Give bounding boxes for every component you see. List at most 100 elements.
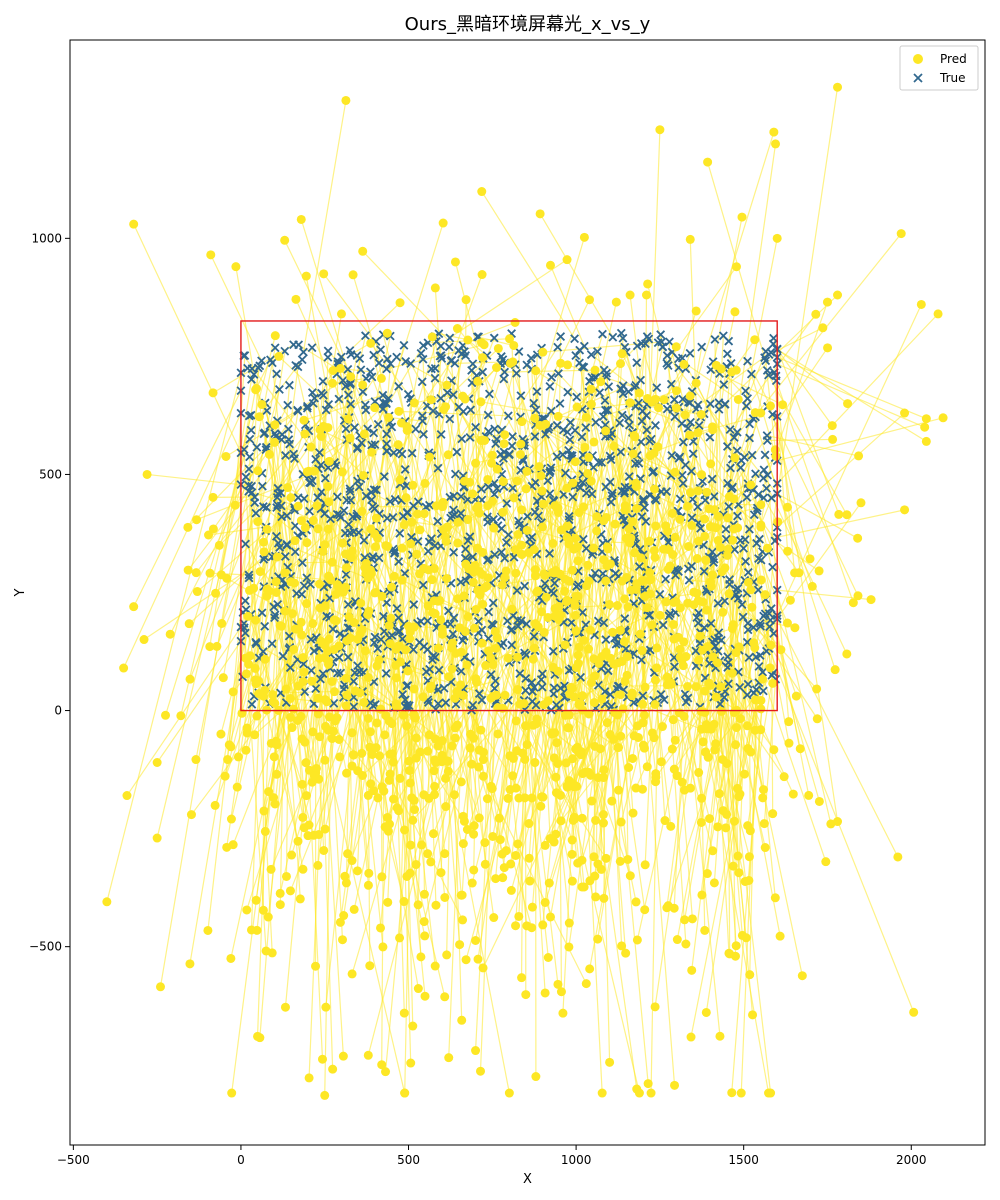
pred-point — [251, 679, 261, 689]
true-point — [521, 650, 531, 660]
pred-point — [701, 605, 711, 615]
pred-point — [363, 790, 373, 800]
pred-point — [706, 577, 716, 587]
pred-point — [440, 992, 450, 1002]
pred-point — [592, 526, 602, 536]
pred-point — [630, 548, 640, 558]
pred-point — [530, 619, 540, 629]
true-point — [581, 423, 591, 432]
pred-point — [677, 777, 687, 787]
link-line — [639, 549, 681, 650]
pred-point — [551, 829, 561, 839]
pred-point — [433, 643, 443, 653]
true-point — [378, 611, 388, 621]
true-point — [448, 390, 458, 400]
pred-point — [478, 771, 488, 781]
pred-point — [299, 667, 309, 677]
pred-point — [347, 728, 357, 738]
pred-point — [670, 532, 680, 542]
true-point — [598, 412, 608, 422]
pred-point — [646, 1088, 656, 1098]
pred-point — [585, 876, 595, 886]
pred-point — [407, 793, 417, 803]
pred-point — [745, 970, 755, 980]
pred-point — [254, 689, 264, 699]
true-point — [678, 437, 688, 447]
pred-point — [364, 606, 374, 616]
link-line — [768, 648, 915, 1013]
pred-point — [920, 422, 930, 432]
true-point — [484, 426, 493, 436]
true-point — [759, 465, 769, 475]
pred-point — [386, 613, 396, 623]
true-point — [433, 516, 443, 526]
pred-point — [564, 942, 574, 952]
true-point — [476, 484, 486, 494]
pred-point — [684, 541, 694, 551]
pred-point — [823, 343, 833, 353]
true-point — [477, 695, 487, 705]
pred-point — [511, 568, 521, 578]
true-point — [352, 351, 362, 360]
true-point — [409, 600, 419, 610]
pred-point — [563, 360, 573, 370]
pred-point — [480, 838, 490, 848]
link-line — [563, 301, 617, 539]
true-point — [382, 354, 392, 364]
true-point — [655, 589, 665, 599]
pred-point — [322, 697, 332, 707]
true-point — [556, 332, 566, 342]
pred-point — [591, 815, 601, 825]
pred-point — [634, 388, 644, 398]
pred-point — [384, 412, 394, 422]
pred-point — [729, 708, 739, 718]
true-point — [678, 394, 688, 404]
pred-point — [293, 715, 303, 725]
true-point — [280, 552, 290, 561]
true-point — [590, 568, 600, 578]
true-point — [270, 343, 280, 353]
true-point — [349, 676, 359, 686]
true-point — [267, 639, 277, 649]
pred-point — [317, 1054, 327, 1064]
true-point — [515, 669, 525, 678]
pred-point — [142, 469, 152, 479]
pred-point — [556, 816, 566, 826]
pred-point — [348, 270, 358, 280]
pred-point — [474, 813, 484, 823]
true-point — [661, 574, 671, 584]
true-point — [768, 410, 777, 419]
true-point — [616, 328, 626, 338]
true-point — [378, 390, 388, 400]
true-point — [392, 352, 402, 362]
pred-point — [795, 744, 805, 754]
true-point — [619, 515, 629, 525]
pred-point — [681, 939, 691, 949]
pred-point — [444, 672, 454, 682]
true-point — [444, 342, 454, 352]
link-line — [634, 463, 658, 648]
true-point — [418, 341, 428, 350]
true-point — [401, 481, 411, 491]
true-point — [322, 611, 332, 621]
true-point — [367, 440, 377, 450]
pred-point — [768, 809, 778, 819]
pred-point — [425, 452, 435, 462]
true-point — [735, 682, 745, 692]
true-point — [541, 429, 550, 439]
pred-point — [513, 529, 523, 539]
pred-point — [469, 567, 479, 577]
true-point — [707, 474, 717, 484]
pred-point — [685, 391, 695, 401]
pred-point — [756, 522, 766, 532]
link-line — [490, 654, 527, 787]
pred-point — [538, 522, 548, 532]
link-line — [767, 406, 859, 597]
pred-point — [401, 645, 411, 655]
true-point — [342, 495, 352, 505]
link-line — [374, 335, 391, 408]
true-point — [433, 463, 443, 473]
true-point — [545, 381, 555, 391]
true-point — [743, 356, 752, 366]
pred-point — [635, 629, 645, 639]
